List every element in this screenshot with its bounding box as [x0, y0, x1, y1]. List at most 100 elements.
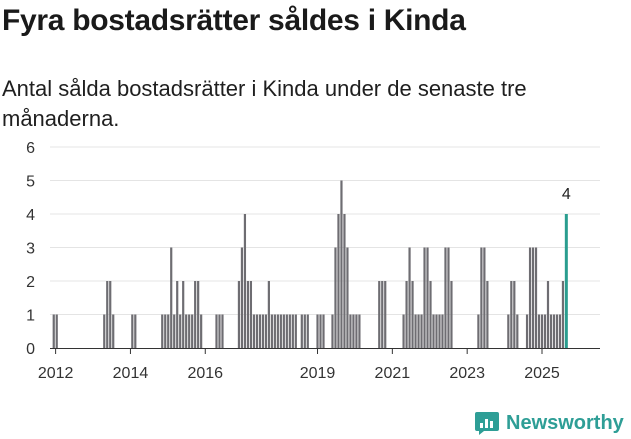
- bar-98: [552, 314, 556, 348]
- bar-13: [176, 281, 179, 348]
- newsworthy-brand: Newsworthy: [474, 408, 624, 438]
- bar-19: [194, 281, 197, 348]
- bar-43: [291, 314, 294, 348]
- bar-79: [447, 247, 450, 348]
- bar-67: [411, 281, 414, 348]
- bar-90: [528, 247, 532, 348]
- bar-71: [423, 247, 426, 348]
- bar-45: [300, 314, 303, 348]
- bar-37: [273, 314, 276, 348]
- bar-12: [173, 314, 176, 348]
- bar-3: [106, 281, 109, 348]
- bar-95: [543, 314, 547, 348]
- bar-0: [52, 314, 55, 348]
- bar-21: [200, 314, 203, 348]
- y-tick-label-5: 5: [26, 174, 35, 191]
- bar-33: [261, 314, 264, 348]
- bar-75: [435, 314, 438, 348]
- bar-63: [384, 281, 387, 348]
- bar-29: [249, 281, 253, 348]
- bar-70: [420, 314, 423, 348]
- bar-4: [109, 281, 112, 348]
- bar-74: [432, 314, 435, 348]
- bar-26: [240, 247, 244, 348]
- bar-97: [549, 314, 553, 348]
- bar-22: [215, 314, 218, 348]
- bar-84: [486, 281, 489, 348]
- bar-77: [441, 314, 444, 348]
- bar-25: [237, 281, 241, 348]
- bar-76: [438, 314, 441, 348]
- bar-52: [334, 247, 337, 348]
- chart-subtitle: Antal sålda bostadsrätter i Kinda under …: [2, 76, 527, 131]
- bar-15: [182, 281, 185, 348]
- bar-93: [537, 314, 541, 348]
- bar-39: [279, 314, 282, 348]
- y-tick-label-1: 1: [26, 308, 35, 325]
- bar-1: [55, 314, 58, 348]
- bar-96: [546, 281, 550, 348]
- bar-99: [555, 314, 559, 348]
- bar-57: [349, 314, 352, 348]
- bar-18: [191, 314, 194, 348]
- bar-20: [197, 281, 200, 348]
- bar-27: [243, 214, 247, 348]
- bar-32: [258, 314, 261, 348]
- chart-title: Fyra bostadsrätter såldes i Kinda: [2, 4, 466, 37]
- x-tick-label-2016: 2016: [187, 365, 223, 382]
- bar-64: [402, 314, 405, 348]
- bar-59: [355, 314, 358, 348]
- bar-24: [221, 314, 224, 348]
- y-tick-label-0: 0: [26, 341, 35, 358]
- y-axis-ticks: 0 1 2 3 4 5 6: [26, 140, 35, 358]
- newsworthy-brand-name: Newsworthy: [506, 411, 624, 434]
- bar-87: [513, 281, 516, 348]
- highlight-bar: [564, 214, 568, 348]
- highlight-data-label: 4: [562, 186, 571, 203]
- bar-101: [561, 281, 565, 348]
- bar-73: [429, 281, 432, 348]
- bar-92: [534, 247, 538, 348]
- highlight-group: 4: [562, 186, 571, 348]
- bar-2: [103, 314, 106, 348]
- bar-34: [264, 314, 267, 348]
- bar-69: [417, 314, 420, 348]
- bar-68: [414, 314, 417, 348]
- bar-72: [426, 247, 429, 348]
- bar-58: [352, 314, 355, 348]
- bar-65: [405, 281, 408, 348]
- bar-48: [316, 314, 319, 348]
- bar-14: [179, 314, 182, 348]
- bar-42: [288, 314, 291, 348]
- bar-31: [255, 314, 259, 348]
- x-tick-label-2021: 2021: [375, 365, 411, 382]
- bar-89: [525, 314, 529, 348]
- bar-46: [303, 314, 306, 348]
- bar-17: [188, 314, 191, 348]
- bar-35: [267, 281, 270, 348]
- x-tick-label-2019: 2019: [300, 365, 336, 382]
- bar-62: [381, 281, 384, 348]
- y-tick-label-4: 4: [26, 207, 35, 224]
- bar-44: [294, 314, 297, 348]
- bar-50: [322, 314, 325, 348]
- bar-10: [167, 314, 170, 348]
- bar-23: [218, 314, 221, 348]
- bars: [52, 180, 565, 348]
- x-axis-ticks: 2012 2014 2016 2019 2021 2023 2025: [38, 348, 560, 382]
- bar-88: [516, 314, 519, 348]
- bar-40: [282, 314, 285, 348]
- bar-54: [340, 180, 343, 348]
- x-tick-label-2023: 2023: [449, 365, 485, 382]
- bar-80: [450, 281, 453, 348]
- gridlines: [50, 146, 600, 315]
- bar-chart: 0 1 2 3 4 5 6 2012 2014 2016 2019 2021 2023 2025 4: [26, 140, 600, 382]
- x-tick-label-2012: 2012: [38, 365, 74, 382]
- bar-11: [170, 247, 173, 348]
- bar-91: [531, 247, 535, 348]
- bar-9: [164, 314, 167, 348]
- bar-61: [378, 281, 381, 348]
- bar-81: [477, 314, 480, 348]
- newsworthy-logo-icon: [475, 412, 499, 435]
- bar-49: [319, 314, 322, 348]
